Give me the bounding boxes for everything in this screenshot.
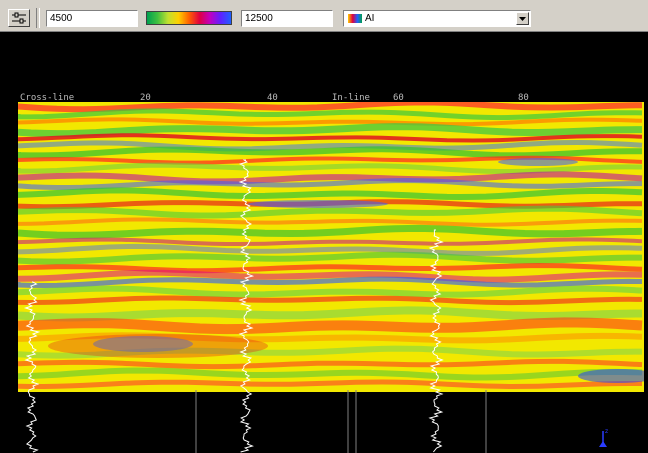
colormap-swatch-icon [348, 14, 362, 23]
seismic-anomaly [498, 158, 578, 166]
seismic-reflector-band [18, 237, 643, 246]
seismic-viewport[interactable]: Cross-line 20 40 In-line 60 80 z [0, 32, 648, 453]
seismic-reflector-band [18, 276, 643, 289]
seismic-reflector-band [18, 177, 642, 190]
attribute-selected-value: AI [365, 13, 375, 24]
seismic-reflector-band [18, 133, 643, 143]
seismic-reflector-band [18, 269, 643, 283]
well-log-overlay [23, 159, 487, 453]
seismic-reflector-band [18, 108, 643, 121]
seismic-reflector-band [18, 187, 643, 201]
seismic-reflector-band [18, 251, 642, 265]
seismic-reflector-band [18, 345, 643, 359]
seismic-reflector-band [18, 285, 643, 298]
max-value-field[interactable]: 12500 [241, 10, 333, 27]
min-value-field[interactable]: 4500 [46, 10, 138, 27]
colormap-ramp[interactable] [146, 11, 232, 25]
svg-text:z: z [605, 428, 608, 435]
attribute-dropdown[interactable]: AI [343, 10, 531, 27]
seismic-anomaly [578, 369, 644, 383]
seismic-reflector-band [18, 123, 643, 138]
inline-axis-label: In-line [332, 93, 370, 103]
seismic-anomaly [93, 336, 193, 352]
seismic-reflector-band [18, 224, 643, 239]
toolbar-separator [36, 8, 40, 28]
sliders-icon [12, 12, 26, 24]
orientation-icon: z [599, 428, 608, 447]
seismic-reflector-band [18, 217, 643, 227]
well-log-trace [23, 281, 41, 453]
seismic-reflector-band [18, 295, 643, 306]
seismic-reflector-band [18, 139, 643, 152]
crossline-tick-80: 80 [518, 93, 529, 103]
seismic-reflector-band [18, 379, 642, 390]
seismic-reflector-band [18, 243, 643, 256]
seismic-anomaly [48, 334, 268, 358]
seismic-reflector-band [18, 102, 643, 113]
seismic-section[interactable] [18, 102, 644, 392]
seismic-reflector-band [18, 205, 643, 219]
crossline-tick-40: 40 [267, 93, 278, 103]
seismic-reflector-band [18, 117, 643, 127]
seismic-reflector-band [18, 171, 643, 185]
seismic-reflector-band [18, 155, 643, 165]
chevron-down-icon[interactable] [516, 12, 529, 25]
seismic-reflector-band [18, 146, 642, 159]
seismic-reflector-band [18, 306, 643, 322]
seismic-reflector-band [18, 162, 643, 174]
adjust-button[interactable] [8, 9, 30, 27]
seismic-reflector-band [18, 262, 643, 274]
seismic-reflector-band [18, 317, 643, 335]
seismic-anomaly [248, 200, 388, 208]
crossline-axis-label: Cross-line [20, 93, 75, 103]
crossline-tick-60: 60 [393, 93, 404, 103]
seismic-reflector-band [18, 367, 643, 381]
well-log-trace [238, 159, 255, 453]
seismic-reflector-band [18, 358, 643, 370]
crossline-tick-20: 20 [140, 93, 151, 103]
well-log-trace [428, 229, 444, 453]
toolbar: 4500 12500 AI [0, 0, 648, 32]
seismic-reflector-band [18, 332, 643, 344]
